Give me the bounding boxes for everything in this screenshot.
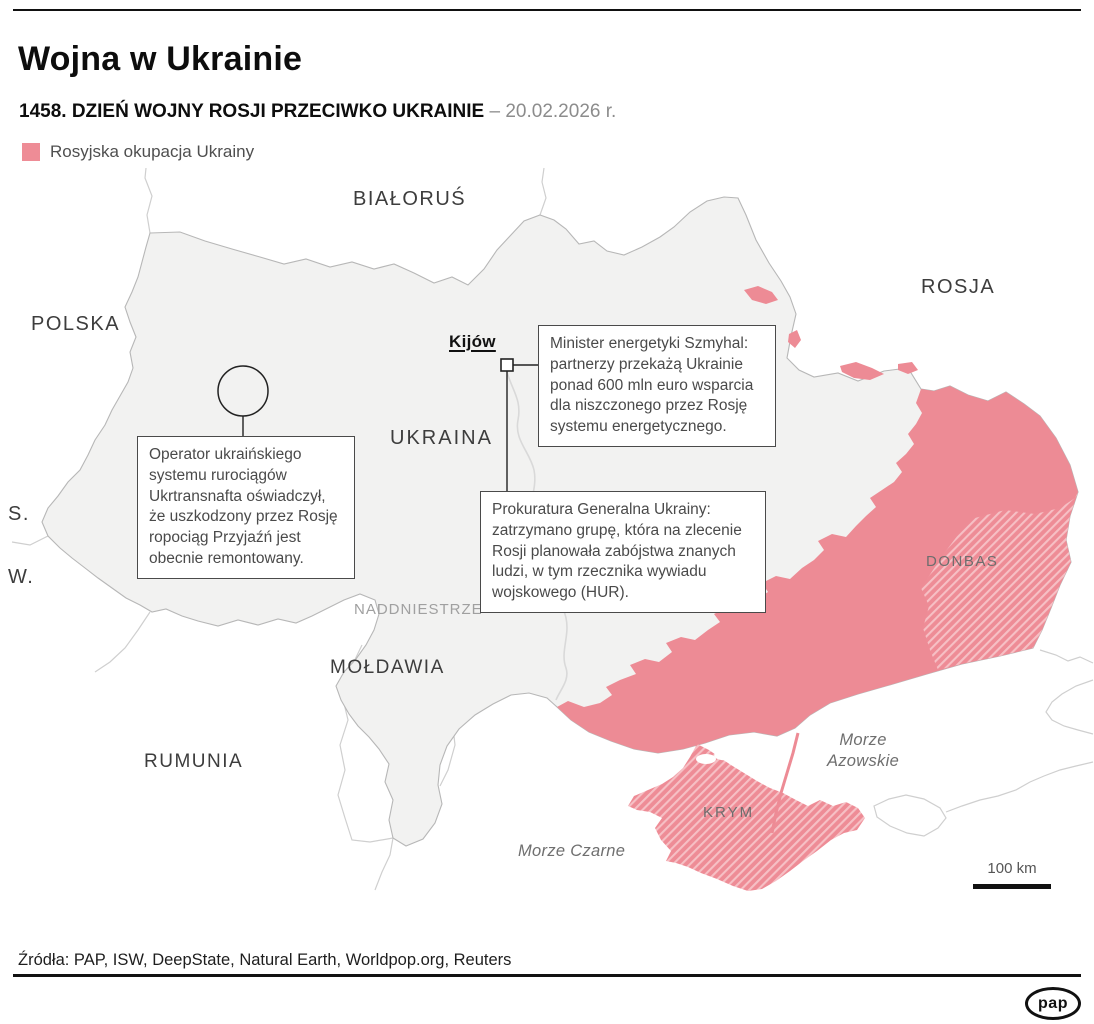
label-kyiv: Kijów xyxy=(449,332,496,351)
callout-prosecutor-general: Prokuratura Generalna Ukrainy: zatrzyman… xyxy=(480,491,766,613)
scale-label: 100 km xyxy=(987,860,1037,877)
sources-line: Źródła: PAP, ISW, DeepState, Natural Ear… xyxy=(18,951,512,969)
crimea-hatched-region xyxy=(628,744,865,891)
callout-minister-energy: Minister energetyki Szmyhal: partnerzy p… xyxy=(538,325,776,447)
label-belarus: BIAŁORUŚ xyxy=(353,188,467,210)
label-hungary: W. xyxy=(8,566,35,588)
border-occupation-slivers xyxy=(744,286,918,380)
scale-bar xyxy=(973,884,1051,889)
label-russia: ROSJA xyxy=(921,276,996,298)
label-sea-azov: Morze Azowskie xyxy=(826,731,900,770)
callout-pipeline-operator: Operator ukraińskiego systemu rurociągów… xyxy=(137,436,355,579)
occupation-label: Rosyjska okupacja Ukrainy xyxy=(50,142,255,161)
label-crimea: KRYM xyxy=(703,804,755,821)
map-canvas: BIAŁORUŚ POLSKA ROSJA UKRAINA S. W. NADD… xyxy=(0,165,1094,935)
label-transnistria: NADDNIESTRZE xyxy=(354,601,483,618)
label-moldova: MOŁDAWIA xyxy=(330,657,445,678)
pipeline-marker xyxy=(217,365,269,437)
donbas-hatched-region xyxy=(921,492,1078,670)
legend: Rosyjska okupacja Ukrainy xyxy=(22,142,254,162)
sivash-lagoons xyxy=(696,745,780,773)
pap-logo: pap xyxy=(1025,987,1081,1020)
top-rule xyxy=(13,9,1081,11)
label-romania: RUMUNIA xyxy=(144,751,244,772)
bottom-rule xyxy=(13,974,1081,977)
subtitle: 1458. DZIEŃ WOJNY ROSJI PRZECIWKO UKRAIN… xyxy=(19,101,616,123)
label-sea-black: Morze Czarne xyxy=(518,842,626,860)
page-title: Wojna w Ukrainie xyxy=(18,40,303,78)
label-donbas: DONBAS xyxy=(926,553,999,570)
arabat-spit xyxy=(770,732,800,834)
occupation-swatch xyxy=(22,143,40,161)
label-poland: POLSKA xyxy=(31,313,121,335)
subtitle-day-counter: 1458. DZIEŃ WOJNY ROSJI PRZECIWKO UKRAIN… xyxy=(19,101,485,122)
label-ukraine: UKRAINA xyxy=(390,427,493,449)
kyiv-marker xyxy=(500,358,538,492)
label-slovakia: S. xyxy=(8,503,30,525)
subtitle-date: – 20.02.2026 r. xyxy=(484,101,617,122)
